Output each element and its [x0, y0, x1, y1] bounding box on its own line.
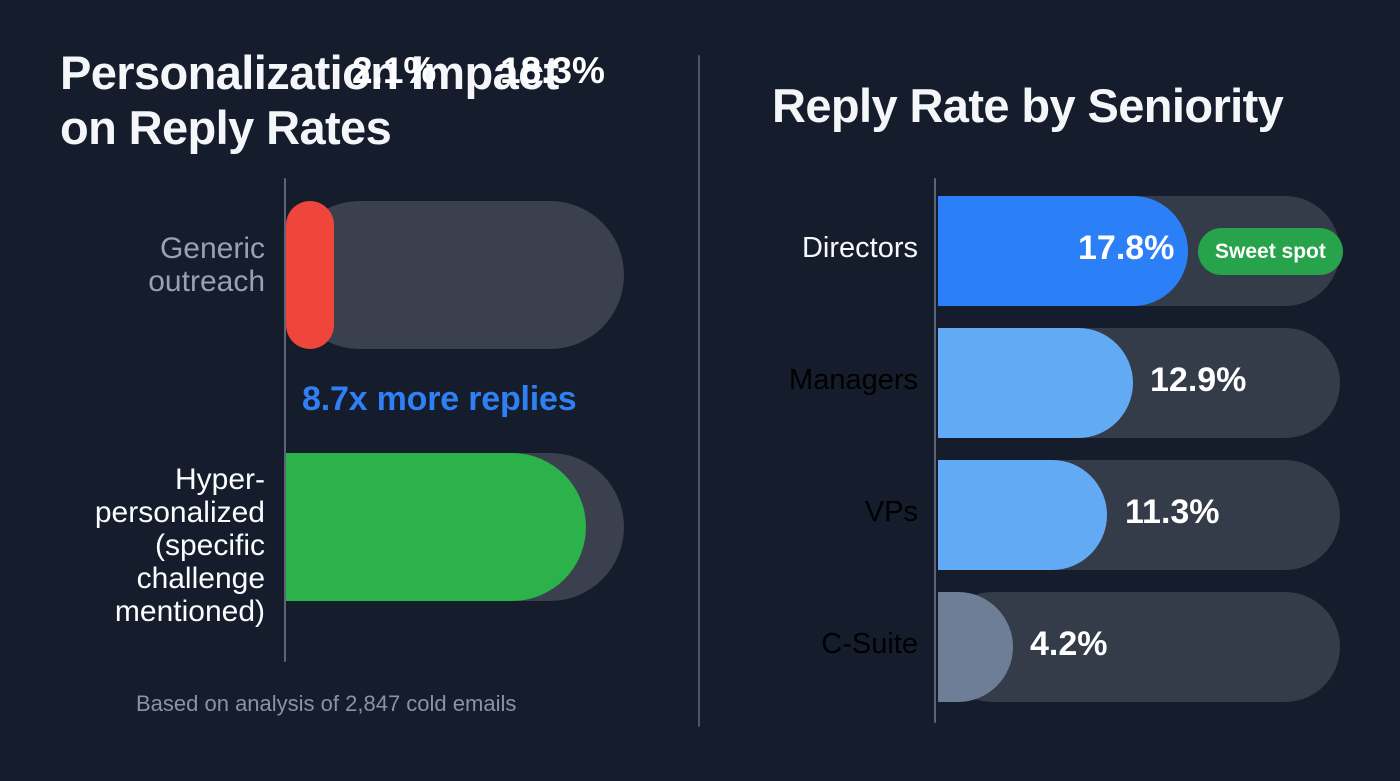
bar-value-c-suite: 4.2% [1030, 625, 1108, 663]
bar-label-c-suite: C-Suite [821, 628, 918, 660]
bar-fill-vps [938, 460, 1107, 570]
bar-label-directors: Directors [801, 232, 918, 264]
bar-track-hyper-personalized [286, 453, 624, 601]
bar-label-generic-outreach: Generic outreach [148, 232, 265, 298]
personalization-impact-panel: Personalization Impact on Reply Rates Ge… [0, 0, 698, 781]
bar-fill-hyper-personalized [286, 453, 586, 601]
bar-track-vps: 11.3% [938, 460, 1340, 570]
left-chart-footnote: Based on analysis of 2,847 cold emails [136, 691, 517, 716]
bar-value-hyper-personalized: 18.3% [500, 50, 605, 91]
bar-fill-generic-outreach [286, 201, 334, 349]
bar-fill-directors [938, 196, 1188, 306]
multiplier-annotation: 8.7x more replies [302, 380, 577, 418]
reply-rate-by-seniority-panel: Reply Rate by Seniority Directors 17.8% … [698, 0, 1400, 781]
bar-value-vps: 11.3% [1125, 493, 1220, 531]
bar-track-managers: 12.9% [938, 328, 1340, 438]
sweet-spot-badge: Sweet spot [1198, 228, 1343, 275]
bar-label-vps: VPs [864, 496, 918, 528]
right-chart-axis-line [934, 178, 936, 723]
bar-value-generic-outreach: 2.1% [352, 50, 437, 91]
bar-value-managers: 12.9% [1150, 361, 1247, 399]
bar-track-generic-outreach [286, 201, 624, 349]
right-chart-title: Reply Rate by Seniority [772, 79, 1284, 132]
panel-divider [698, 55, 700, 727]
left-chart-title: Personalization Impact on Reply Rates [60, 46, 559, 154]
bar-fill-c-suite [938, 592, 1013, 702]
bar-label-hyper-personalized: Hyper- personalized (specific challenge … [94, 463, 265, 628]
left-chart-axis-line [284, 178, 286, 662]
bar-label-managers: Managers [789, 364, 918, 396]
bar-fill-managers [938, 328, 1133, 438]
bar-track-c-suite: 4.2% [938, 592, 1340, 702]
bar-value-directors: 17.8% [1078, 229, 1175, 267]
